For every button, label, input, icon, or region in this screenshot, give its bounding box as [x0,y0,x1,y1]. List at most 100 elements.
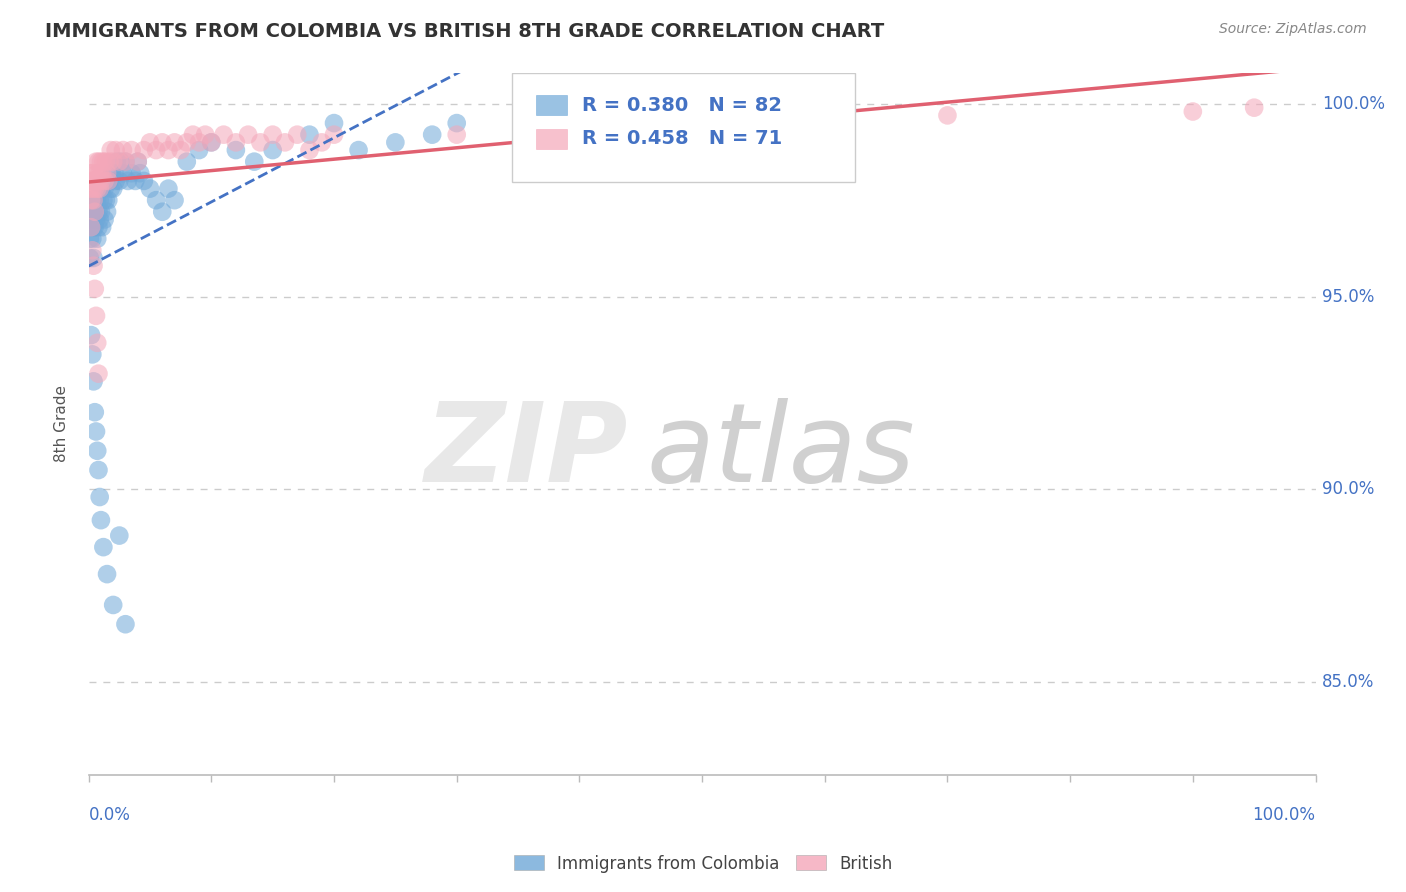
Point [420,128,443,142]
Point [79,232,101,246]
Point [90,154,112,169]
Point [83,181,105,195]
Point [181,128,204,142]
Point [83,259,105,273]
Point [188,136,211,150]
Point [82,232,104,246]
Point [83,251,105,265]
Point [79,181,101,195]
Point [87,463,110,477]
Point [145,193,167,207]
Point [225,136,247,150]
Text: 95.0%: 95.0% [1322,287,1374,306]
Point [274,136,297,150]
Point [163,136,186,150]
Point [86,335,108,350]
Point [79,166,101,180]
Point [323,128,346,142]
Text: 100.0%: 100.0% [1322,95,1385,112]
Point [285,128,308,142]
Point [87,367,110,381]
Point [93,154,115,169]
Point [176,136,198,150]
Point [236,128,259,142]
Point [93,193,115,207]
Point [114,154,136,169]
Point [96,174,118,188]
Text: R = 0.380   N = 82: R = 0.380 N = 82 [582,95,782,115]
Point [80,328,103,343]
Point [104,143,127,157]
Point [82,212,104,227]
Point [89,181,111,195]
Point [82,347,104,361]
Text: IMMIGRANTS FROM COLOMBIA VS BRITISH 8TH GRADE CORRELATION CHART: IMMIGRANTS FROM COLOMBIA VS BRITISH 8TH … [45,22,884,41]
Point [249,136,271,150]
Point [108,528,131,542]
FancyBboxPatch shape [537,129,567,149]
Point [114,617,136,632]
Point [91,166,114,180]
Point [83,220,105,235]
Point [127,154,149,169]
Point [150,204,173,219]
Point [90,204,112,219]
Point [80,220,103,235]
Point [311,136,333,150]
Point [89,490,111,504]
Point [91,181,114,195]
Point [446,128,468,142]
Point [90,181,112,195]
Text: ZIP: ZIP [425,399,628,506]
Point [97,174,120,188]
Point [568,120,591,134]
Point [105,154,128,169]
Point [80,220,103,235]
Point [108,174,131,188]
Point [98,154,121,169]
Point [87,204,110,219]
Point [1243,101,1265,115]
Point [86,193,108,207]
Legend: Immigrants from Colombia, British: Immigrants from Colombia, British [506,848,900,880]
Point [814,112,837,127]
Point [121,143,143,157]
Point [93,174,115,188]
Point [132,174,155,188]
Point [446,116,468,130]
Point [83,282,105,296]
Point [90,513,112,527]
Point [104,174,127,188]
Point [97,193,120,207]
Point [127,154,149,169]
Point [82,166,104,180]
Point [93,212,115,227]
Text: atlas: atlas [647,399,915,506]
Point [84,174,107,188]
Text: 0.0%: 0.0% [89,806,131,824]
Point [89,193,111,207]
Point [96,166,118,180]
Point [80,193,103,207]
Point [103,598,125,612]
Text: Source: ZipAtlas.com: Source: ZipAtlas.com [1219,22,1367,37]
Point [212,128,235,142]
Point [936,108,959,122]
Point [117,174,139,188]
Point [84,154,107,169]
Point [139,136,162,150]
Text: 90.0%: 90.0% [1322,480,1374,499]
Point [100,143,122,157]
Point [80,174,103,188]
Point [84,425,107,439]
Point [163,193,186,207]
Point [89,166,111,180]
Point [103,181,125,195]
Point [82,181,104,195]
Point [82,244,104,258]
Point [132,143,155,157]
Point [384,136,406,150]
Point [129,166,152,180]
Point [87,174,110,188]
Point [157,181,180,195]
